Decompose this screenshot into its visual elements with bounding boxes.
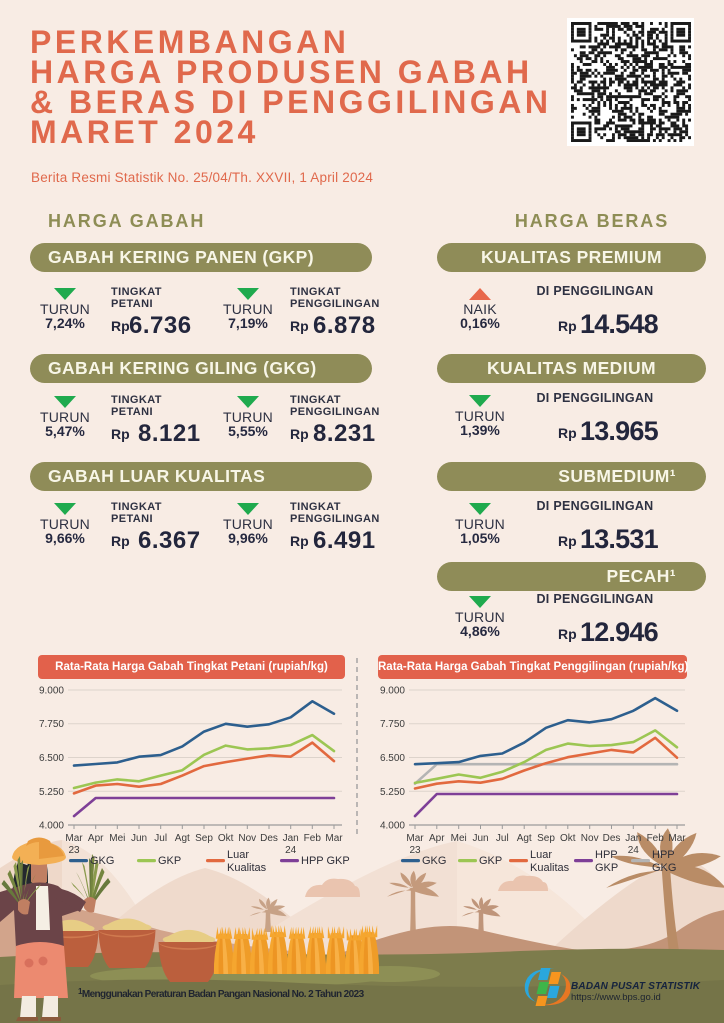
svg-text:Okt: Okt (218, 833, 234, 844)
svg-text:23: 23 (68, 845, 80, 856)
svg-text:Mar: Mar (668, 833, 686, 844)
svg-text:Mar: Mar (65, 833, 83, 844)
svg-text:Apr: Apr (429, 833, 445, 844)
svg-text:Feb: Feb (304, 833, 322, 844)
svg-text:Jun: Jun (472, 833, 488, 844)
svg-text:GKP: GKP (158, 855, 181, 867)
svg-text:Luar: Luar (227, 849, 249, 861)
svg-text:Jan: Jan (625, 833, 641, 844)
svg-text:Des: Des (603, 833, 621, 844)
svg-text:5.250: 5.250 (39, 787, 64, 798)
svg-text:7.750: 7.750 (39, 719, 64, 730)
svg-text:7.750: 7.750 (380, 719, 405, 730)
svg-text:Mei: Mei (451, 833, 467, 844)
svg-text:Apr: Apr (88, 833, 104, 844)
svg-text:9.000: 9.000 (380, 686, 405, 697)
svg-text:Agt: Agt (175, 833, 190, 844)
svg-text:GKP: GKP (595, 862, 618, 874)
svg-text:Mar: Mar (325, 833, 343, 844)
svg-text:Jul: Jul (496, 833, 509, 844)
svg-text:Des: Des (260, 833, 278, 844)
svg-text:6.500: 6.500 (39, 753, 64, 764)
svg-text:Feb: Feb (647, 833, 665, 844)
svg-text:Sep: Sep (195, 833, 213, 844)
svg-text:HPP GKP: HPP GKP (301, 855, 350, 867)
svg-text:6.500: 6.500 (380, 753, 405, 764)
svg-text:GKG: GKG (652, 862, 676, 874)
svg-text:Nov: Nov (238, 833, 256, 844)
svg-text:Jan: Jan (283, 833, 299, 844)
svg-text:4.000: 4.000 (39, 821, 64, 832)
svg-text:23: 23 (409, 845, 421, 856)
svg-text:Mar: Mar (406, 833, 424, 844)
svg-text:9.000: 9.000 (39, 686, 64, 697)
svg-text:Agt: Agt (517, 833, 532, 844)
svg-text:GKG: GKG (90, 855, 114, 867)
svg-text:Okt: Okt (560, 833, 576, 844)
svg-text:GKG: GKG (422, 855, 446, 867)
svg-text:Luar: Luar (530, 849, 552, 861)
svg-text:4.000: 4.000 (380, 821, 405, 832)
svg-text:HPP: HPP (652, 849, 675, 861)
svg-text:Jun: Jun (131, 833, 147, 844)
svg-text:24: 24 (628, 845, 640, 856)
svg-text:GKP: GKP (479, 855, 502, 867)
svg-text:Nov: Nov (581, 833, 599, 844)
svg-text:Kualitas: Kualitas (227, 862, 267, 874)
svg-text:Jul: Jul (154, 833, 167, 844)
svg-text:Sep: Sep (537, 833, 555, 844)
svg-text:5.250: 5.250 (380, 787, 405, 798)
svg-text:Mei: Mei (109, 833, 125, 844)
svg-text:HPP: HPP (595, 849, 618, 861)
svg-text:Kualitas: Kualitas (530, 862, 570, 874)
svg-text:24: 24 (285, 845, 297, 856)
